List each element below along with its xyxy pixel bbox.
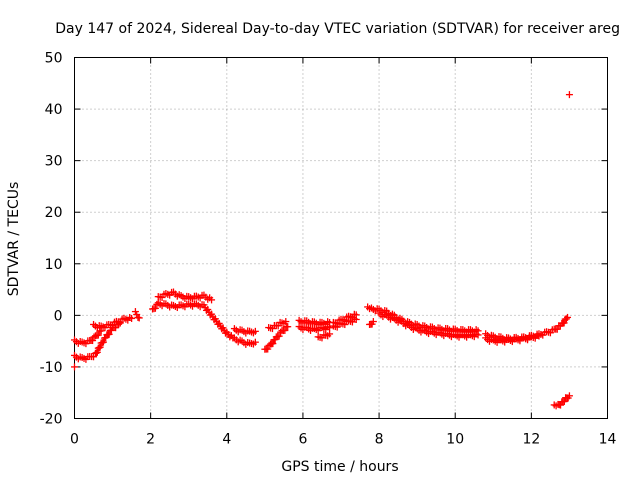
x-tick-label: 6: [298, 432, 307, 448]
data-point: [151, 304, 159, 312]
y-tick-label: -10: [40, 360, 63, 376]
data-point: [560, 319, 568, 327]
data-point: [281, 326, 289, 334]
data-point: [128, 314, 136, 322]
data-point: [226, 333, 234, 341]
data-point: [71, 363, 78, 371]
data-point: [251, 327, 259, 335]
x-tick-label: 4: [222, 432, 231, 448]
data-point: [264, 345, 272, 353]
x-tick-label: 10: [446, 432, 464, 448]
y-tick-label: 30: [45, 154, 63, 170]
data-point: [251, 338, 259, 346]
data-point: [474, 331, 482, 339]
data-point: [284, 323, 292, 331]
y-tick-label: 40: [45, 102, 63, 118]
data-point: [105, 330, 113, 338]
data-point: [326, 324, 334, 332]
data-point: [135, 314, 143, 322]
data-point: [93, 348, 101, 356]
y-tick-label: -20: [40, 412, 63, 428]
y-tick-label: 20: [45, 205, 63, 221]
data-point: [553, 325, 561, 333]
y-axis-label: SDTVAR / TECUs: [6, 182, 22, 297]
data-point: [326, 330, 334, 338]
data-points: [71, 91, 573, 410]
data-point: [560, 397, 568, 405]
axis-ticks: [74, 57, 608, 419]
x-tick-label: 14: [599, 432, 617, 448]
y-tick-labels: -20 -10 0 10 20 30 40 50: [40, 51, 63, 428]
data-point: [208, 296, 216, 304]
data-point: [96, 343, 104, 351]
x-axis-label: GPS time / hours: [281, 459, 398, 475]
y-tick-label: 50: [45, 51, 63, 67]
data-point: [99, 338, 107, 346]
data-point: [269, 340, 277, 348]
data-point: [565, 91, 573, 99]
data-point: [89, 337, 97, 345]
grid-lines: [74, 57, 608, 419]
data-point: [369, 318, 377, 326]
y-tick-label: 0: [54, 308, 63, 324]
y-tick-label: 10: [45, 257, 63, 273]
data-point: [535, 332, 543, 340]
data-point: [564, 313, 572, 321]
data-point: [565, 392, 573, 400]
x-tick-label: 2: [146, 432, 155, 448]
data-point: [282, 318, 290, 326]
x-tick-label: 12: [522, 432, 540, 448]
data-point: [94, 331, 102, 339]
data-point: [562, 315, 570, 323]
chart-title: Day 147 of 2024, Sidereal Day-to-day VTE…: [55, 21, 620, 37]
data-point: [352, 315, 360, 323]
plot-frame: [74, 57, 608, 419]
data-point: [275, 332, 283, 340]
x-tick-labels: 0 2 4 6 8 10 12 14: [70, 432, 616, 448]
x-tick-label: 8: [375, 432, 384, 448]
x-tick-label: 0: [70, 432, 79, 448]
